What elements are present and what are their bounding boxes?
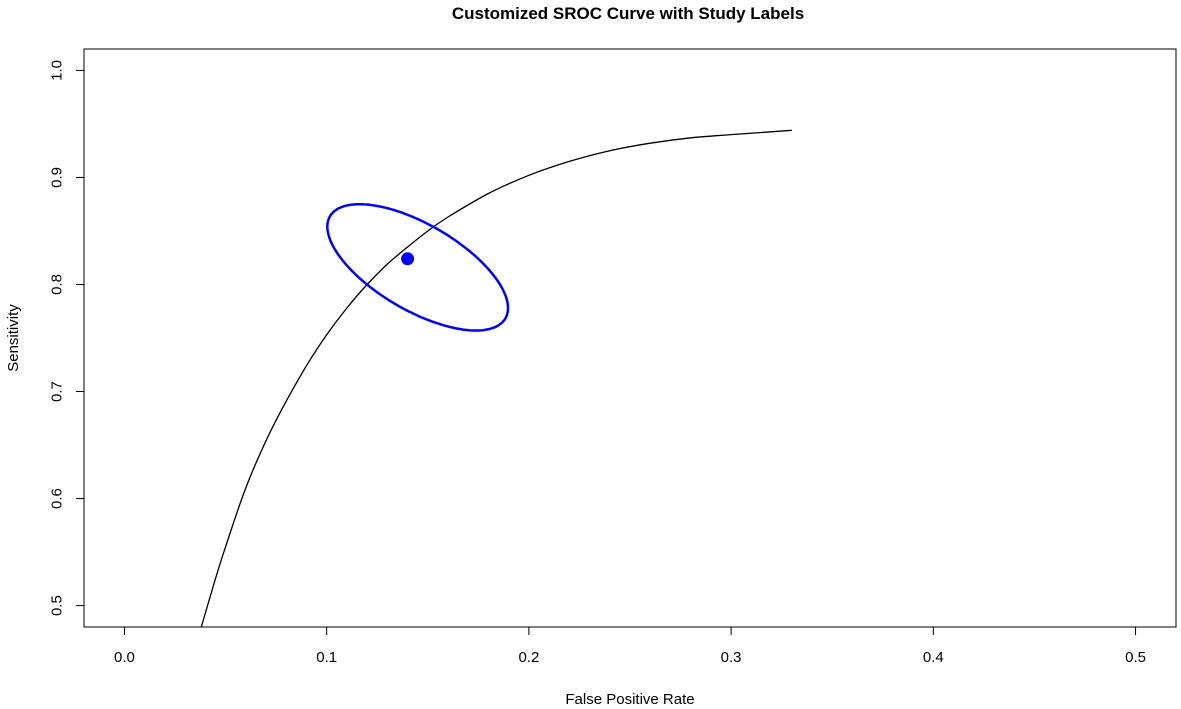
sroc-curve — [200, 129, 792, 628]
confidence-ellipse — [326, 202, 510, 332]
x-tick-label: 0.1 — [316, 649, 337, 666]
y-tick-label: 0.7 — [49, 381, 66, 402]
y-tick-label: 0.8 — [49, 274, 66, 295]
y-axis-label: Sensitivity — [5, 304, 22, 372]
y-tick-label: 0.9 — [49, 167, 66, 188]
plot-frame — [83, 48, 1177, 628]
x-tick-label: 0.5 — [1125, 649, 1146, 666]
y-axis: 0.5 0.6 0.7 0.8 0.9 1.0 — [49, 60, 85, 616]
x-axis: 0.0 0.1 0.2 0.3 0.4 0.5 — [114, 626, 1146, 666]
y-tick-label: 1.0 — [49, 60, 66, 81]
x-tick-label: 0.2 — [518, 649, 539, 666]
x-tick-label: 0.4 — [923, 649, 944, 666]
x-tick-label: 0.3 — [721, 649, 742, 666]
x-tick-label: 0.0 — [114, 649, 135, 666]
x-axis-label: False Positive Rate — [565, 691, 694, 708]
y-tick-label: 0.6 — [49, 488, 66, 509]
chart-title: Customized SROC Curve with Study Labels — [452, 4, 804, 23]
summary-point — [401, 252, 415, 266]
y-tick-label: 0.5 — [49, 595, 66, 616]
